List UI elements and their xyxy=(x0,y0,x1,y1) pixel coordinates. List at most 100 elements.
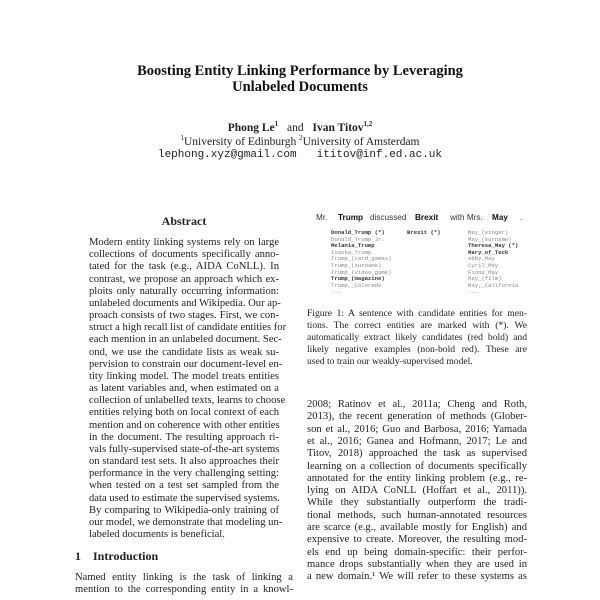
candidate-entity: Fiona_May xyxy=(468,268,499,276)
text-line: used to train our weakly-supervised mode… xyxy=(307,356,473,367)
figure-sentence-word: Mr. xyxy=(316,213,328,222)
author-1-sup: 1 xyxy=(274,120,279,128)
figure-1: Mr. Trump discussed Brexit with Mrs. May. Dona… xyxy=(300,210,570,302)
text-line: lying on AIDA CoNLL (Hoffart et al., 201… xyxy=(307,485,527,497)
text-line: tional methods, such human-annotated res… xyxy=(307,509,527,521)
text-line: proach consists of two stages. First, we… xyxy=(89,310,279,322)
candidate-entity: May,_California xyxy=(468,281,519,289)
text-line: when tested on a test set sampled from t… xyxy=(89,480,279,492)
text-line: 2013), the recent generation of methods … xyxy=(307,411,527,423)
text-line: our model, we demonstrate that modeling … xyxy=(89,516,283,528)
author-2-sup: 1,2 xyxy=(363,120,373,128)
figure-sentence-word: Trump xyxy=(338,213,364,222)
candidate-entity: Trump_(surname) xyxy=(331,261,382,269)
paper-title-line-1: Boosting Entity Linking Performance by L… xyxy=(137,63,463,79)
text-line: pervision to constrain our document-leve… xyxy=(89,358,283,370)
paper-title-line-2: Unlabeled Documents xyxy=(232,79,368,95)
figure-sentence-word: . xyxy=(520,213,523,222)
candidate-entity: Brexit (*) xyxy=(407,229,441,236)
text-line: ploits only naturally occurring informat… xyxy=(89,285,279,297)
candidate-entity: May_(singer) xyxy=(468,229,509,236)
candidate-entity: ... xyxy=(468,288,479,296)
candidate-entity: Trump,_Colorado xyxy=(331,281,382,289)
candidate-entity: May_(surname) xyxy=(468,235,512,243)
abstract-heading: Abstract xyxy=(161,214,207,228)
section-number: 1 xyxy=(75,549,81,563)
text-line: vals fully-supervised state-of-the-art s… xyxy=(89,443,280,455)
text-line: While they substantially outperform the … xyxy=(307,497,527,509)
text-line: et al., 2016; Ganea and Hofmann, 2017; L… xyxy=(307,435,527,447)
figure-sentence-word: with Mrs. xyxy=(450,213,483,222)
candidate-entity: Trump_(card_games) xyxy=(331,255,392,263)
candidate-entity: Mary_of_Teck xyxy=(468,248,509,256)
text-line: tated for the task (e.g., AIDA CoNLL). I… xyxy=(89,261,279,273)
text-line: each mention in an unlabeled document. S… xyxy=(89,334,282,346)
text-line: as latent variables and, when estimated … xyxy=(89,383,279,395)
text-line: are scarce (e.g., available mostly for E… xyxy=(307,522,527,533)
authors-and: and xyxy=(287,121,304,134)
text-line: mention to the corresponding entity in a… xyxy=(75,584,293,596)
candidate-list: Donald_Trump (*) Donald_Trump_Jr. Melania_… xyxy=(331,229,392,296)
candidate-entity: May_(film) xyxy=(468,275,502,283)
candidate-entity: Donald_Trump (*) xyxy=(331,229,385,236)
candidate-entity: Trump_(magazine) xyxy=(331,275,385,283)
text-line: in the document. The resulting approach … xyxy=(89,431,279,443)
text-line: a new domain.¹ We will refer to these sy… xyxy=(307,571,527,583)
figure-sentence-word: Brexit xyxy=(415,213,439,222)
text-line: likely negative examples (non-bold red).… xyxy=(307,344,527,355)
candidate-list: Brexit (*) xyxy=(407,229,441,237)
candidate-entity: ... xyxy=(331,288,342,296)
authors: Phong Le1 and Ivan Titov1,2 xyxy=(0,120,600,134)
text-line: on standard test sets. It also approache… xyxy=(89,456,279,468)
text-line: struct a high recall list of candidate e… xyxy=(89,322,287,334)
affil-1-sup: 1 xyxy=(180,134,184,142)
text-line: mention and on coherence with other enti… xyxy=(89,419,280,431)
intro-heading: 1 Introduction xyxy=(75,549,158,564)
text-line: By comparing to Wikipedia-only training … xyxy=(89,504,279,516)
text-line: ond, we use the candidate lists as weak … xyxy=(89,346,279,358)
candidate-entity: Donald_Trump_Jr. xyxy=(331,235,385,243)
candidate-entity: Theresa_May (*) xyxy=(468,242,519,250)
text-line: 2008; Ratinov et al., 2011a; Cheng and R… xyxy=(307,399,527,410)
text-line: collection of unlabelled texts, learns t… xyxy=(89,395,286,407)
affiliations: 1University of Edinburgh 2University of … xyxy=(0,134,600,148)
text-line: Titov, 2018) approached the task as supe… xyxy=(307,448,527,460)
text-line: entities relying both on local context o… xyxy=(89,407,279,419)
text-line: collections of documents specifically an… xyxy=(89,249,279,261)
email-2[interactable]: ititov@inf.ed.ac.uk xyxy=(316,149,443,161)
figure-sentence-word: May xyxy=(492,213,508,222)
text-line: data used to estimate the supervised sys… xyxy=(89,492,280,504)
text-line: performance in the very challenging sett… xyxy=(89,468,279,480)
text-line: mance drops substantially when they are … xyxy=(307,558,527,570)
affil-1: University of Edinburgh xyxy=(183,135,297,148)
text-line: Figure 1: A sentence with candidate enti… xyxy=(307,308,527,319)
emails: lephong.xyz@gmail.com ititov@inf.ed.ac.uk xyxy=(0,149,600,161)
text-line: tity linking model. The model treats ent… xyxy=(89,370,279,382)
candidate-entity: Trump_(video_game) xyxy=(331,268,392,276)
candidate-entity: Melania_Trump xyxy=(331,242,375,250)
section-title: Introduction xyxy=(93,549,159,563)
affil-2: University of Amsterdam xyxy=(302,135,420,148)
text-line: son et al., 2016; Guo and Barbosa, 2016;… xyxy=(307,423,527,435)
text-line: learning on a collection of documents sp… xyxy=(307,460,527,472)
text-line: Modern entity linking systems rely on la… xyxy=(89,237,279,248)
figure-sentence-word: discussed xyxy=(370,213,407,222)
text-line: els end up being domain-specific: their … xyxy=(307,546,527,558)
text-line: unlabeled documents and Wikipedia. Our a… xyxy=(89,297,281,309)
text-line: Named entity linking is the task of link… xyxy=(75,572,293,583)
email-1[interactable]: lephong.xyz@gmail.com xyxy=(157,149,297,161)
text-line: labeled documents is beneficial. xyxy=(89,529,225,541)
text-line: expensive to create. Moreover, the resul… xyxy=(307,534,527,546)
text-line: automatically extract likely candidates … xyxy=(307,332,527,343)
text-line: tions. The correct entities are marked w… xyxy=(307,320,527,331)
author-1: Phong Le xyxy=(227,121,275,134)
candidate-list: May_(singer) May_(surname) Theresa_May (*)… xyxy=(468,229,519,296)
author-2: Ivan Titov xyxy=(312,121,364,134)
affil-2-sup: 2 xyxy=(299,134,303,142)
candidate-entity: Ivanka_Trump xyxy=(331,248,372,256)
candidate-entity: Abby_May xyxy=(468,255,495,263)
candidate-entity: Cyril_May xyxy=(468,261,499,269)
text-line: annotated for the entity linking problem… xyxy=(307,472,527,484)
text-line: contrast, we propose an approach which e… xyxy=(89,273,279,285)
